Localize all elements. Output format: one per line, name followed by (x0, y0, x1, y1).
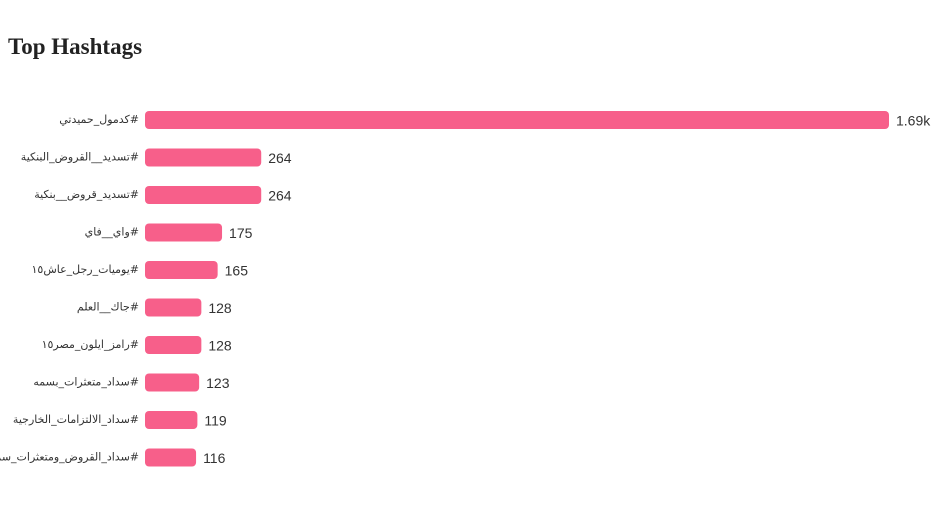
y-tick-label: #تسديد_قروض__بنكية (34, 188, 139, 201)
y-tick-label: #رامز_ايلون_مصر١٥ (42, 338, 139, 351)
bar (145, 148, 262, 167)
bar (145, 448, 197, 467)
y-tick-label: #سداد_القروض_ومتعثرات_سمه (0, 451, 139, 464)
chart-title: Top Hashtags (8, 34, 142, 59)
value-label: 264 (268, 188, 292, 204)
bar (145, 373, 200, 392)
value-label: 165 (225, 263, 249, 279)
bar (145, 411, 198, 429)
value-label: 116 (203, 450, 226, 466)
y-tick-label: #سداد_متعثرات_بسمه (33, 376, 139, 389)
y-tick-label: #تسديد__القروض_البنكية (21, 151, 139, 164)
value-label: 175 (229, 225, 253, 241)
y-tick-label: #كدمول_حميدتي (59, 113, 139, 126)
y-tick-label: #سداد_الالتزامات_الخارجية (13, 413, 139, 426)
value-label: 1.69k (896, 113, 931, 129)
bar (145, 111, 889, 129)
y-tick-label: #واي__فاي (85, 226, 139, 239)
value-label: 264 (268, 150, 292, 166)
y-tick-label: #يوميات_رجل_عاش١٥ (32, 263, 140, 276)
value-label: 128 (208, 300, 232, 316)
value-label: 128 (208, 338, 232, 354)
bar (145, 186, 262, 204)
bar (145, 223, 223, 242)
bar (145, 336, 202, 354)
value-label: 119 (204, 413, 227, 429)
value-label: 123 (206, 375, 230, 391)
bar (145, 261, 218, 279)
y-tick-label: #جاك__العلم (77, 301, 139, 314)
bar (145, 298, 202, 317)
